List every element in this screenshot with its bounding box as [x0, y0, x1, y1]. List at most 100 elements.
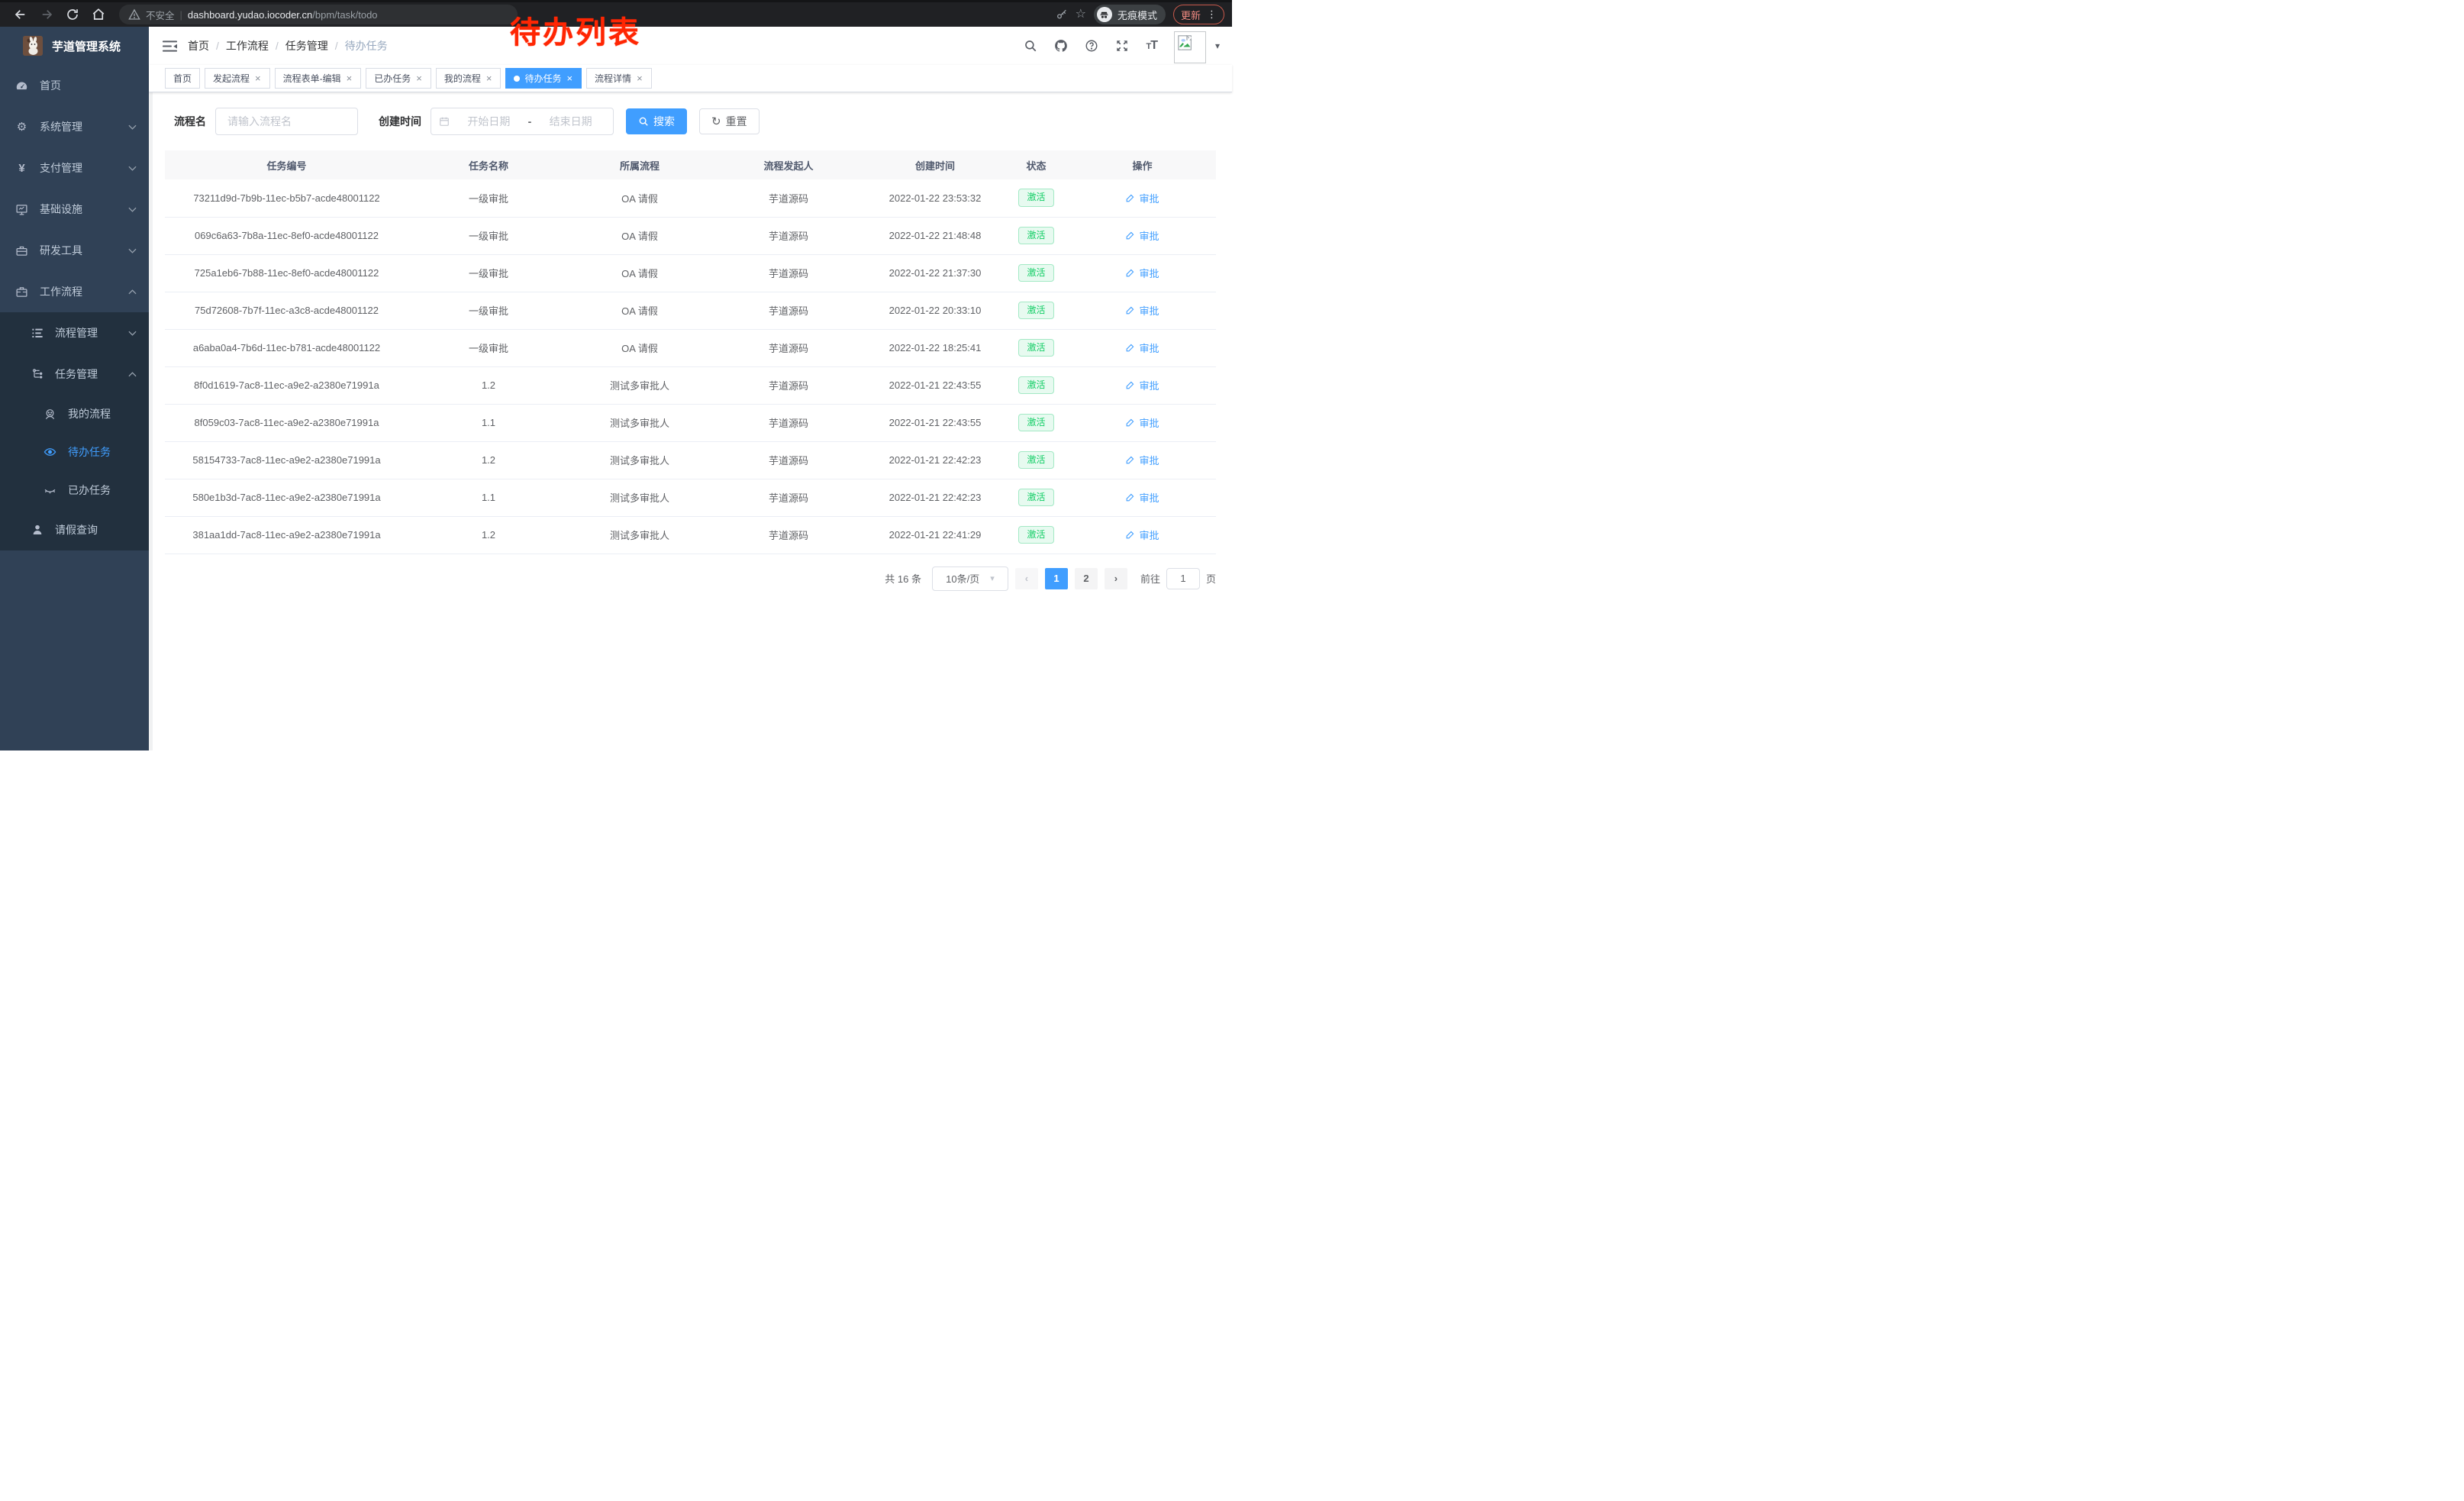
chevron-down-icon: ▾ [990, 574, 995, 583]
tab-home[interactable]: 首页 [165, 68, 201, 89]
calendar-icon [440, 117, 449, 126]
key-icon[interactable] [1056, 8, 1068, 21]
sidebar-item-task-management[interactable]: 任务管理 [0, 353, 149, 395]
approve-link[interactable]: 审批 [1125, 303, 1159, 318]
sidebar-item-payment[interactable]: ¥ 支付管理 [0, 147, 149, 189]
status-badge: 激活 [1018, 338, 1054, 357]
close-tab-icon[interactable]: × [255, 73, 261, 84]
tab-process-form-edit[interactable]: 流程表单-编辑 × [274, 68, 362, 89]
approve-link[interactable]: 审批 [1125, 490, 1159, 505]
incognito-icon [1096, 7, 1112, 22]
approve-link[interactable]: 审批 [1125, 528, 1159, 542]
caret-down-icon[interactable]: ▾ [1214, 40, 1220, 51]
tab-done-tasks[interactable]: 已办任务 × [366, 68, 431, 89]
sidebar-item-system[interactable]: ⚙ 系统管理 [0, 106, 149, 147]
github-icon[interactable] [1054, 39, 1068, 53]
breadcrumb-separator: / [275, 40, 279, 52]
page-button-1[interactable]: 1 [1044, 567, 1068, 589]
home-icon[interactable] [92, 8, 105, 21]
chevron-up-icon [128, 371, 137, 377]
next-page-button[interactable]: › [1104, 567, 1127, 589]
close-tab-icon[interactable]: × [566, 73, 573, 84]
table-row: 381aa1dd-7ac8-11ec-a9e2-a2380e71991a 1.2 测… [165, 516, 1216, 554]
reset-button[interactable]: ↻ 重置 [699, 108, 760, 134]
status-badge: 激活 [1018, 263, 1054, 282]
update-label: 更新 [1180, 9, 1201, 21]
sidebar-item-done-tasks[interactable]: 已办任务 [0, 471, 149, 509]
search-button[interactable]: 搜索 [626, 108, 687, 134]
close-tab-icon[interactable]: × [346, 73, 353, 84]
approve-link[interactable]: 审批 [1125, 378, 1159, 392]
page-size-select[interactable]: 10条/页 ▾ [931, 566, 1008, 591]
close-tab-icon[interactable]: × [637, 73, 643, 84]
tab-my-process[interactable]: 我的流程 × [435, 68, 502, 89]
approve-link[interactable]: 审批 [1125, 266, 1159, 280]
chevron-down-icon [128, 207, 137, 212]
breadcrumb-task-management[interactable]: 任务管理 [285, 40, 328, 52]
browser-update-button[interactable]: 更新 ⋮ [1172, 5, 1224, 24]
sidebar-item-home[interactable]: 首页 [0, 65, 149, 106]
avatar[interactable] [1173, 31, 1206, 63]
process-name-input[interactable] [215, 108, 358, 135]
sidebar-item-my-process[interactable]: 我的流程 [0, 395, 149, 433]
edit-pencil-icon [1127, 493, 1134, 502]
approve-link[interactable]: 审批 [1125, 191, 1159, 205]
url-text: dashboard.yudao.iocoder.cn/bpm/task/todo [187, 8, 378, 21]
pagination-total: 共 16 条 [885, 573, 921, 585]
page-button-2[interactable]: 2 [1074, 567, 1098, 589]
approve-link[interactable]: 审批 [1125, 341, 1159, 355]
sidebar-item-dev-tools[interactable]: 研发工具 [0, 230, 149, 271]
process-name-label: 流程名 [174, 115, 206, 128]
browser-menu-icon[interactable]: ⋮ [1207, 8, 1217, 20]
approve-link[interactable]: 审批 [1125, 415, 1159, 430]
forward-icon[interactable] [40, 8, 53, 21]
breadcrumb-workflow[interactable]: 工作流程 [225, 40, 269, 52]
tab-process-detail[interactable]: 流程详情 × [586, 68, 652, 89]
sidebar-item-todo-tasks[interactable]: 待办任务 [0, 433, 149, 471]
approve-link[interactable]: 审批 [1125, 453, 1159, 467]
briefcase-icon [15, 286, 28, 299]
approve-link[interactable]: 审批 [1125, 228, 1159, 243]
collapse-sidebar-icon[interactable] [163, 40, 177, 53]
edit-pencil-icon [1127, 306, 1134, 315]
sidebar: 芋道管理系统 首页 ⚙ 系统管理 ¥ 支付管理 基础设施 [0, 27, 149, 750]
close-tab-icon[interactable]: × [416, 73, 422, 84]
font-size-icon[interactable]: TT [1146, 39, 1157, 52]
sidebar-item-process-management[interactable]: 流程管理 [0, 312, 149, 353]
goto-page-input[interactable] [1166, 567, 1200, 589]
app-header: 首页 / 工作流程 / 任务管理 / 待办任务 TT ▾ [149, 27, 1232, 65]
date-range-picker[interactable]: 开始日期 - 结束日期 [431, 108, 614, 135]
breadcrumb-home[interactable]: 首页 [188, 40, 209, 52]
breadcrumb-current: 待办任务 [344, 40, 388, 52]
tab-start-process[interactable]: 发起流程 × [205, 68, 270, 89]
edit-pencil-icon [1127, 381, 1134, 389]
chevron-down-icon [128, 166, 137, 171]
sidebar-item-workflow[interactable]: 工作流程 [0, 271, 149, 312]
omnibox-divider: | [179, 8, 182, 21]
fullscreen-icon[interactable] [1115, 39, 1129, 53]
bookmark-star-icon[interactable]: ☆ [1075, 8, 1086, 21]
range-separator: - [527, 115, 532, 128]
search-icon[interactable] [1024, 39, 1037, 53]
process-list-icon [31, 327, 44, 340]
breadcrumb-separator: / [216, 40, 219, 52]
edit-pencil-icon [1127, 194, 1134, 202]
sidebar-item-leave-query[interactable]: 请假查询 [0, 509, 149, 550]
reload-icon[interactable] [66, 8, 79, 21]
prev-page-button[interactable]: ‹ [1014, 567, 1038, 589]
active-tab-dot [514, 75, 521, 82]
sidebar-item-infrastructure[interactable]: 基础设施 [0, 189, 149, 230]
chevron-down-icon [128, 248, 137, 253]
workflow-submenu: 流程管理 任务管理 我的流程 待办任务 [0, 312, 149, 550]
goto-label: 前往 [1140, 573, 1160, 585]
tab-todo-tasks[interactable]: 待办任务 × [505, 68, 582, 89]
task-table: 任务编号 任务名称 所属流程 流程发起人 创建时间 状态 操作 73211d9d… [165, 150, 1216, 554]
help-icon[interactable] [1085, 39, 1098, 53]
tags-view-bar: 首页 发起流程 × 流程表单-编辑 × 已办任务 × 我的流程 × 待办任务 × [149, 65, 1232, 92]
monitor-icon [15, 203, 28, 216]
back-icon[interactable] [14, 8, 27, 21]
address-bar[interactable]: 不安全 | dashboard.yudao.iocoder.cn/bpm/tas… [119, 5, 518, 24]
app-logo-row[interactable]: 芋道管理系统 [0, 27, 149, 65]
table-row: 75d72608-7b7f-11ec-a3c8-acde48001122 一级审批… [165, 292, 1216, 330]
close-tab-icon[interactable]: × [485, 73, 492, 84]
